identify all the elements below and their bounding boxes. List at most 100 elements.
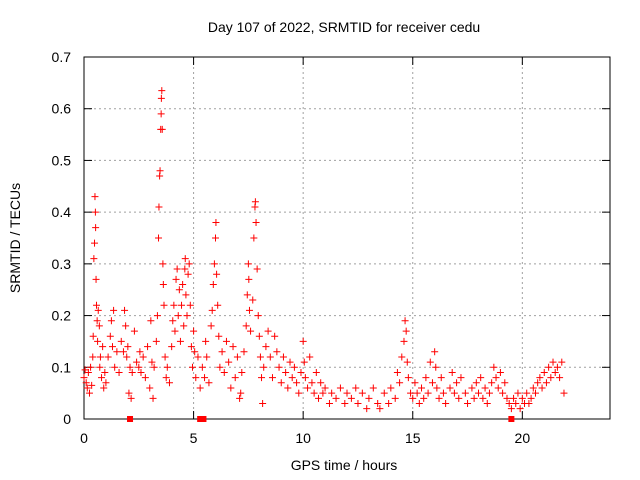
- grid: [84, 57, 610, 419]
- data-point: [185, 260, 193, 268]
- data-point: [243, 291, 251, 299]
- data-point: [203, 353, 211, 361]
- data-point: [262, 343, 270, 351]
- data-point: [415, 399, 423, 407]
- data-point: [251, 198, 259, 206]
- data-point: [141, 374, 149, 382]
- data-point: [181, 265, 189, 273]
- data-point: [549, 358, 557, 366]
- data-point: [94, 306, 102, 314]
- data-point: [402, 327, 410, 335]
- data-point: [505, 399, 513, 407]
- data-point: [297, 368, 305, 376]
- data-point: [512, 399, 520, 407]
- data-point: [387, 384, 395, 392]
- data-point: [184, 270, 192, 278]
- data-point: [432, 363, 440, 371]
- data-point: [290, 363, 298, 371]
- data-point: [214, 301, 222, 309]
- data-point: [376, 405, 384, 413]
- data-point: [160, 301, 168, 309]
- data-point: [477, 374, 485, 382]
- data-point: [104, 353, 112, 361]
- data-point: [191, 348, 199, 356]
- data-point: [159, 281, 167, 289]
- data-point: [198, 363, 206, 371]
- data-point: [83, 384, 91, 392]
- data-point: [179, 281, 187, 289]
- data-point: [250, 234, 258, 242]
- data-point: [169, 317, 177, 325]
- data-point: [237, 389, 245, 397]
- data-point: [91, 208, 99, 216]
- data-point: [127, 394, 135, 402]
- data-point: [128, 368, 136, 376]
- data-point: [207, 322, 215, 330]
- data-point: [215, 332, 223, 340]
- data-point: [94, 337, 102, 345]
- data-point: [310, 389, 318, 397]
- data-point: [249, 296, 257, 304]
- data-point: [315, 394, 323, 402]
- x-tick-label: 10: [295, 430, 311, 446]
- data-point: [137, 368, 145, 376]
- data-point: [439, 389, 447, 397]
- data-point: [328, 389, 336, 397]
- data-point: [146, 384, 154, 392]
- data-point: [192, 374, 200, 382]
- data-point: [208, 306, 216, 314]
- data-point: [133, 358, 141, 366]
- data-point: [87, 363, 95, 371]
- data-point: [96, 363, 104, 371]
- data-point: [304, 384, 312, 392]
- data-point: [258, 374, 266, 382]
- data-point: [181, 255, 189, 263]
- data-point: [422, 374, 430, 382]
- data-point-square: [508, 416, 515, 422]
- data-point: [312, 368, 320, 376]
- data-point: [403, 358, 411, 366]
- data-point: [448, 368, 456, 376]
- data-point: [483, 399, 491, 407]
- axis-ticks: [83, 56, 610, 420]
- data-point: [284, 384, 292, 392]
- data-point: [84, 368, 92, 376]
- data-point: [527, 394, 535, 402]
- data-point: [205, 379, 213, 387]
- data-point: [117, 337, 125, 345]
- data-point: [256, 353, 264, 361]
- data-point: [301, 374, 309, 382]
- data-point-square: [197, 416, 204, 422]
- data-point: [277, 379, 285, 387]
- data-point: [529, 384, 537, 392]
- data-point: [150, 363, 158, 371]
- data-point: [352, 384, 360, 392]
- data-point: [124, 343, 132, 351]
- data-point: [121, 306, 129, 314]
- data-point: [538, 384, 546, 392]
- data-point: [407, 389, 415, 397]
- data-point: [252, 218, 260, 226]
- data-point: [212, 234, 219, 242]
- data-point: [558, 358, 566, 366]
- data-point: [231, 374, 239, 382]
- data-point: [286, 358, 294, 366]
- data-point: [457, 374, 465, 382]
- data-point: [492, 374, 500, 382]
- data-point: [91, 239, 99, 247]
- data-point: [317, 379, 325, 387]
- data-point: [99, 343, 107, 351]
- x-tick-labels: 0 5 10 15 20: [80, 430, 530, 446]
- data-point: [468, 384, 476, 392]
- data-point: [255, 332, 263, 340]
- data-point: [210, 260, 218, 268]
- data-point: [85, 389, 93, 397]
- data-point: [188, 363, 196, 371]
- data-point: [161, 353, 169, 361]
- data-point: [273, 348, 281, 356]
- data-point: [293, 379, 301, 387]
- data-point: [196, 384, 204, 392]
- data-point: [404, 374, 412, 382]
- data-point: [453, 379, 461, 387]
- y-tick-label: 0.7: [52, 49, 72, 65]
